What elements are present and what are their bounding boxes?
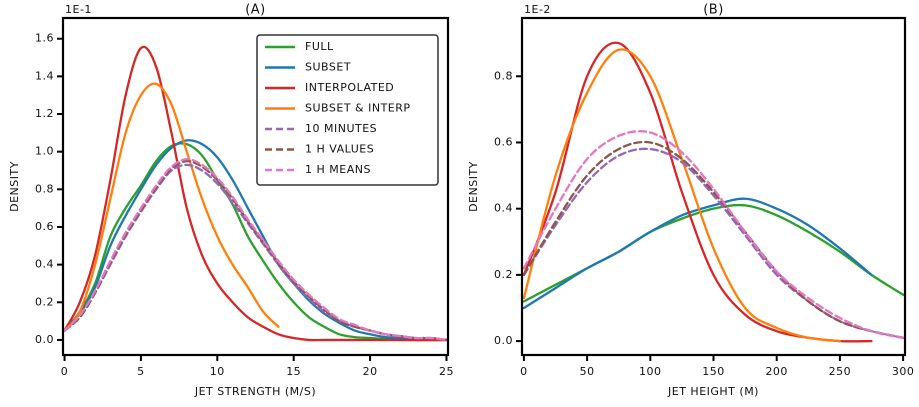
y-tick-label: 0.4 (494, 202, 513, 215)
panel: 0.0 0.2 0.4 0.6 0.8 0 50 100 150 200 250 300 (B) 1E-2… (467, 3, 914, 399)
x-axis-label: JET STRENGTH (M/S) (194, 385, 316, 398)
y-tick-label: 0.0 (35, 333, 54, 346)
series-line (522, 140, 905, 339)
y-tick-label: 0.2 (35, 295, 54, 308)
y-tick-label: 1.6 (35, 32, 54, 45)
offset-label: 1E-1 (65, 3, 92, 16)
series-line (522, 147, 905, 339)
x-tick-label: 25 (439, 365, 454, 378)
series-line (63, 158, 448, 342)
legend-box (256, 34, 439, 186)
panel: 0.0 0.2 0.4 0.6 0.8 1.0 1.2 1.4 1.6 0 5 10 15 20 25 (A)… (8, 3, 454, 399)
series-line (522, 41, 873, 343)
legend-label: 10 MINUTES (305, 122, 377, 135)
plot-area (63, 45, 448, 342)
x-tick-label: 15 (286, 365, 301, 378)
series-line (63, 45, 448, 342)
x-tick-label: 5 (137, 365, 145, 378)
legend-label: SUBSET (305, 61, 351, 74)
x-tick-label: 300 (892, 365, 915, 378)
y-tick-label: 0.6 (35, 220, 54, 233)
x-tick-label: 200 (765, 365, 788, 378)
offset-label: 1E-2 (524, 3, 551, 16)
axes-frame (520, 16, 907, 357)
series-line (522, 130, 905, 339)
panel-title: (A) (245, 3, 266, 18)
series-line (63, 82, 280, 332)
y-tick-label: 0.6 (494, 135, 513, 148)
series-line (63, 163, 448, 342)
y-tick-label: 0.8 (35, 182, 54, 195)
legend-label: FULL (305, 40, 334, 53)
x-tick-label: 50 (580, 365, 595, 378)
x-tick-label: 0 (520, 365, 528, 378)
legend-label: SUBSET & INTERP (305, 102, 411, 115)
y-tick-label: 0.2 (494, 268, 513, 281)
y-tick-label: 0.4 (35, 258, 54, 271)
x-tick-label: 150 (702, 365, 725, 378)
x-axis-label: JET HEIGHT (M) (667, 385, 759, 398)
y-axis-label: DENSITY (467, 161, 480, 212)
x-tick-label: 0 (61, 365, 69, 378)
series-line (63, 139, 448, 342)
y-axis-label: DENSITY (8, 161, 21, 212)
y-tick-label: 0.0 (494, 334, 513, 347)
legend-label: INTERPOLATED (305, 81, 394, 94)
panel-title: (B) (703, 3, 724, 18)
x-tick-label: 10 (210, 365, 225, 378)
x-tick-label: 100 (639, 365, 662, 378)
x-tick-label: 20 (363, 365, 378, 378)
legend-label: 1 H MEANS (305, 163, 371, 176)
plot-area (522, 41, 905, 343)
y-tick-label: 1.2 (35, 107, 54, 120)
y-tick-label: 1.0 (35, 145, 54, 158)
x-tick-label: 250 (829, 365, 852, 378)
legend: FULL SUBSET INTERPOLATED SUBSET & INTERP 10 … (256, 34, 439, 186)
legend-label: 1 H VALUES (305, 143, 374, 156)
axes-frame (61, 16, 450, 357)
series-line (522, 48, 842, 343)
y-tick-label: 0.8 (494, 69, 513, 82)
series-line (522, 197, 873, 310)
y-tick-label: 1.4 (35, 69, 54, 82)
